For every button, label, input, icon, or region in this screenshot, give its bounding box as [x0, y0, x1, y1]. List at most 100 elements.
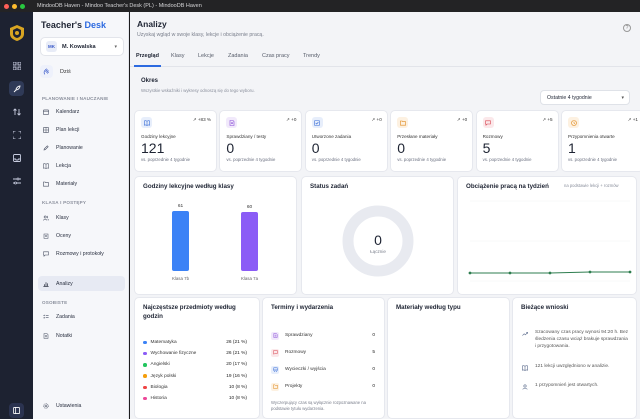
rail-rocket-button[interactable]	[9, 81, 24, 96]
sidebar-item-label: Klasy	[56, 214, 69, 221]
sidebar-item-zadania[interactable]: Zadania	[38, 309, 125, 324]
chevron-down-icon: ▾	[114, 43, 117, 50]
workload-chart	[468, 200, 632, 282]
section-title-personal: OSOBISTE	[42, 300, 68, 305]
bar	[241, 211, 258, 271]
user-switcher[interactable]: MK M. Kowalska ▾	[40, 37, 124, 56]
schedule-icon	[43, 126, 49, 133]
subject-name: Matematyka	[150, 340, 177, 345]
task-status-card: Status zadań 0 Łącznie	[301, 176, 454, 295]
gear-icon	[43, 402, 49, 409]
sidebar-item-label: Planowanie	[56, 144, 83, 151]
materials-title: Materiały według typu	[396, 304, 461, 311]
folder-icon	[397, 117, 409, 128]
stat-trend: ↗ +83 %	[192, 117, 211, 122]
subject-value: 26 (21 %)	[226, 351, 247, 357]
materials-card: Materiały według typu	[387, 297, 510, 419]
sidebar-item-lekcja[interactable]: Lekcja	[38, 158, 125, 173]
stat-value: 1	[568, 140, 576, 156]
rail-settings-button[interactable]	[9, 403, 24, 418]
list-item: Język polski 19 (16 %)	[143, 372, 247, 381]
rail-inbox-button[interactable]	[9, 150, 24, 165]
period-select[interactable]: Ostatnie 4 tygodnie ▾	[540, 90, 630, 105]
stat-card: ↗ +5 Rozmowy 5 vs. poprzednie 4 tygodnie	[475, 110, 559, 172]
insights-title: Bieżące wnioski	[521, 304, 569, 311]
hours-by-class-card: Godziny lekcyjne według klasy 61 Klasa 7b…	[134, 176, 297, 295]
window-titlebar: MindooDB Haven - Mindoo Teacher's Desk (…	[0, 0, 640, 12]
active-tab-indicator	[134, 65, 161, 67]
list-item[interactable]: Rozmowy 5	[271, 347, 375, 358]
nav-today-label: Dziś	[60, 68, 71, 75]
stat-comparison: vs. poprzednie 4 tygodnie	[311, 157, 361, 162]
panel-icon	[13, 407, 20, 414]
insight-item: 121 lekcji uwzględniono w analizie.	[521, 364, 629, 372]
tab-czas-pracy[interactable]: Czas pracy	[262, 53, 290, 59]
list-item: Wychowanie fizyczne 26 (21 %)	[143, 349, 247, 358]
rail-dashboard-button[interactable]	[9, 58, 24, 73]
checklist-icon	[43, 314, 49, 319]
tab-klasy[interactable]: Klasy	[171, 53, 185, 59]
bus-icon	[271, 365, 279, 374]
list-item[interactable]: Sprawdziany 0	[271, 330, 375, 341]
stat-label: Rozmowy	[482, 134, 503, 139]
bar-category-label: Klasa 7b	[172, 276, 190, 281]
bar-value-label: 60	[247, 204, 253, 210]
window-title: MindooDB Haven - Mindoo Teacher's Desk (…	[37, 3, 202, 9]
event-value: 0	[372, 384, 375, 389]
sidebar-item-label: Materiały	[56, 180, 78, 187]
sidebar-item-label: Kalendarz	[56, 108, 80, 115]
stat-card: ↗ +0 Sprawdziany / testy 0 vs. poprzednie 4…	[219, 110, 303, 172]
list-item[interactable]: Projekty 0	[271, 381, 375, 392]
tab-zadania[interactable]: Zadania	[228, 53, 248, 59]
sidebar-item-analizy[interactable]: Analizy	[38, 276, 125, 291]
events-title: Terminy i wydarzenia	[271, 304, 334, 311]
legend-dot	[143, 374, 147, 378]
stat-label: Sprawdziany / testy	[226, 134, 267, 139]
rail-scan-button[interactable]	[9, 127, 24, 142]
workload-point	[508, 271, 512, 275]
sidebar-item-kalendarz[interactable]: Kalendarz	[38, 104, 125, 119]
sidebar-item-klasy[interactable]: Klasy	[38, 210, 125, 225]
close-window-button[interactable]	[4, 3, 9, 9]
rail-sliders-button[interactable]	[9, 173, 24, 188]
bar	[172, 211, 189, 271]
workload-title: Obciążenie pracą na tydzień	[466, 183, 549, 190]
sidebar-item-ustawienia[interactable]: Ustawienia	[38, 398, 125, 413]
maximize-window-button[interactable]	[20, 3, 25, 9]
tab-trendy[interactable]: Trendy	[303, 53, 320, 59]
sidebar-item-materialy[interactable]: Materiały	[38, 176, 125, 191]
event-value: 0	[372, 367, 375, 372]
nav-today[interactable]: Dziś	[40, 65, 71, 78]
chat-icon	[482, 117, 494, 128]
subject-name: Biologia	[150, 384, 168, 390]
sidebar-item-rozmowy[interactable]: Rozmowy i protokoły	[38, 246, 125, 261]
period-title: Okres	[141, 78, 159, 84]
sidebar-item-planowanie[interactable]: Planowanie	[38, 140, 125, 155]
tab-lekcje[interactable]: Lekcje	[198, 53, 214, 59]
rail-sort-button[interactable]	[9, 104, 24, 119]
sidebar-item-label: Analizy	[56, 280, 73, 287]
sidebar-item-label: Plan lekcji	[56, 126, 80, 133]
stat-label: Przypomnienia otwarte	[568, 134, 615, 139]
insight-item: 1 przypomnień jest otwartych.	[521, 383, 629, 391]
minimize-window-button[interactable]	[12, 3, 17, 9]
insight-item: Szacowany czas pracy wynosi 94:20 h. Bez…	[521, 330, 629, 351]
sidebar-item-label: Rozmowy i protokoły	[56, 250, 104, 257]
chat-icon	[43, 251, 49, 257]
book-icon	[141, 117, 152, 128]
subject-value: 19 (16 %)	[226, 373, 247, 379]
workload-point	[628, 270, 632, 274]
subject-value: 20 (17 %)	[226, 362, 247, 368]
sidebar-item-plan-lekcji[interactable]: Plan lekcji	[38, 122, 125, 137]
sidebar-item-notatki[interactable]: Notatki	[38, 328, 125, 343]
folder-icon	[43, 181, 49, 186]
task-status-title: Status zadań	[310, 183, 349, 190]
icon-rail	[0, 12, 33, 419]
sidebar-item-oceny[interactable]: Oceny	[38, 228, 125, 243]
sidebar-item-label: Lekcja	[56, 162, 71, 169]
section-title-classes: KLASA I POSTĘPY	[42, 200, 87, 205]
tab-przeglad[interactable]: Przegląd	[136, 53, 159, 59]
help-icon[interactable]: ?	[623, 24, 631, 32]
list-item[interactable]: Wycieczki / wyjścia 0	[271, 364, 375, 375]
chat-icon	[271, 348, 279, 357]
